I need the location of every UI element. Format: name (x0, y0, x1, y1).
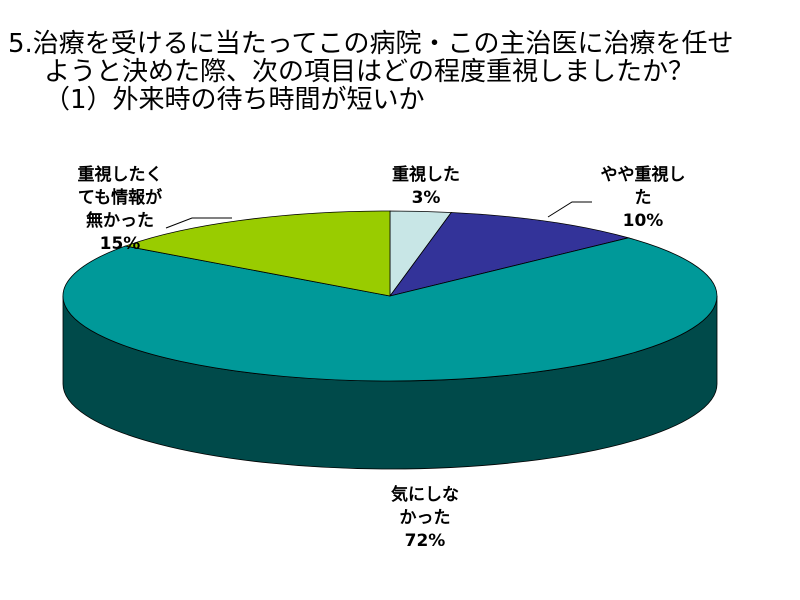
slice-label-text: た (635, 188, 652, 208)
slice-4 (123, 210, 391, 297)
slice-3 (62, 237, 718, 382)
chart-title: 5.治療を受けるに当たってこの病院・この主治医に治療を任せ ようと決めた際、次の… (8, 30, 788, 114)
leader-line-2 (165, 217, 232, 229)
pie-top (62, 210, 718, 382)
slice-label-percent: 10% (623, 211, 664, 231)
slice-label-text: 無かった (86, 210, 154, 231)
slice-label-text: 気にしな (390, 484, 459, 505)
slice-label-percent: 3% (412, 188, 441, 208)
slice-label-text: 重視したく (78, 164, 163, 185)
leader-lines (165, 201, 592, 229)
slice-label-text: 重視した (392, 164, 460, 185)
slice-2 (389, 212, 630, 297)
slice-label-text: かった (400, 508, 451, 528)
slice-label-percent: 72% (405, 531, 446, 551)
slice-label-text: ても情報が (78, 187, 162, 208)
leader-line-1 (547, 201, 592, 218)
title-line-3: （1）外来時の待ち時間が短いか (44, 85, 425, 115)
title-line-1: 5.治療を受けるに当たってこの病院・この主治医に治療を任せ (8, 29, 734, 59)
title-line-2: ようと決めた際、次の項目はどの程度重視しましたか？ (44, 57, 695, 87)
slice-label-percent: 15% (100, 234, 141, 254)
slice-label-text: やや重視し (601, 164, 686, 185)
slice-label-1: 重視した 3% (392, 164, 460, 208)
